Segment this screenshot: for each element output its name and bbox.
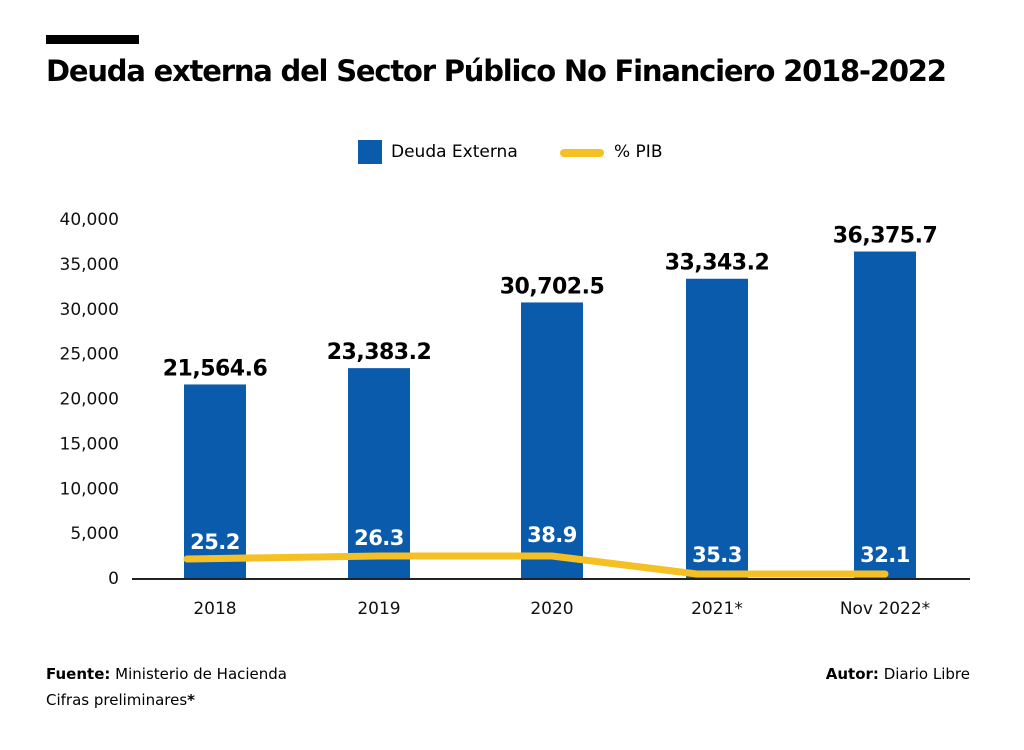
legend-swatch-pib — [560, 149, 604, 157]
bar-value-label: 36,375.7 — [833, 224, 938, 249]
source-label: Fuente: — [46, 665, 111, 683]
bar — [521, 302, 583, 578]
x-tick-label: 2020 — [530, 599, 573, 619]
y-tick-label: 0 — [108, 569, 119, 589]
author-label: Autor: — [825, 665, 879, 683]
x-tick-label: 2018 — [193, 599, 236, 619]
y-tick-label: 35,000 — [60, 255, 119, 275]
bar-value-label: 21,564.6 — [163, 356, 268, 381]
bar — [184, 384, 246, 578]
title-accent-rule — [46, 35, 139, 44]
source-note: Fuente: Ministerio de Hacienda — [46, 665, 287, 683]
pib-value-label: 25.2 — [190, 530, 240, 554]
bar — [348, 368, 410, 578]
y-tick-label: 20,000 — [60, 390, 119, 410]
y-tick-label: 25,000 — [60, 345, 119, 365]
y-tick-label: 40,000 — [60, 210, 119, 230]
pib-line — [183, 552, 889, 578]
bar — [854, 251, 916, 579]
pib-value-label: 32.1 — [860, 543, 910, 567]
legend-swatch-deuda-externa — [358, 140, 382, 164]
legend: Deuda Externa % PIB — [0, 140, 1024, 164]
legend-label-deuda-externa: Deuda Externa — [391, 142, 518, 162]
legend-label-pib: % PIB — [614, 142, 663, 162]
y-tick-label: 5,000 — [70, 524, 119, 544]
y-tick-label: 10,000 — [60, 479, 119, 499]
source-value: Ministerio de Hacienda — [115, 665, 287, 683]
y-tick-label: 30,000 — [60, 300, 119, 320]
preliminary-note-text: Cifras preliminares — [46, 691, 188, 709]
bar-value-label: 30,702.5 — [500, 274, 605, 299]
x-tick-label: 2019 — [357, 599, 400, 619]
pib-value-label: 26.3 — [354, 526, 404, 550]
y-tick-label: 15,000 — [60, 434, 119, 454]
preliminary-note: Cifras preliminares* — [46, 691, 195, 709]
bar — [686, 278, 748, 578]
x-tick-label: Nov 2022* — [840, 599, 930, 619]
x-tick-label: 2021* — [691, 599, 743, 619]
pib-value-label: 38.9 — [527, 523, 577, 547]
pib-value-label: 35.3 — [692, 543, 742, 567]
bar-value-label: 23,383.2 — [327, 340, 432, 365]
bar-value-label: 33,343.2 — [665, 251, 770, 276]
author-value: Diario Libre — [883, 665, 970, 683]
chart-title: Deuda externa del Sector Público No Fina… — [46, 54, 947, 88]
author-note: Autor: Diario Libre — [826, 665, 970, 683]
preliminary-note-mark: * — [187, 691, 196, 709]
